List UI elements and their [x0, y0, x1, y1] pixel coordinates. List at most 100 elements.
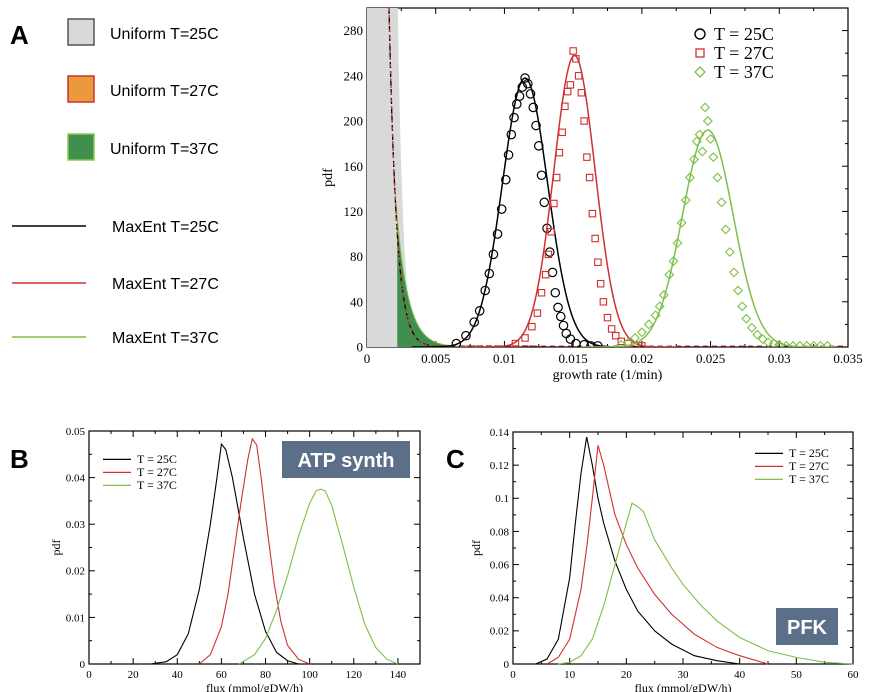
x-tick-label: 0 — [364, 351, 371, 366]
data-point-circle — [506, 129, 517, 140]
x-tick-label: 10 — [564, 669, 576, 681]
data-point-diamond — [752, 329, 763, 340]
legend-label-maxent-25: MaxEnt T=25C — [112, 219, 219, 236]
x-tick-label: 40 — [172, 669, 184, 681]
x-tick-label: 80 — [260, 669, 272, 681]
x-tick-label: 0.03 — [768, 351, 791, 366]
data-point-diamond — [676, 217, 687, 228]
x-tick-label: 0 — [510, 669, 516, 681]
y-axis-label: pdf — [49, 540, 63, 556]
data-point-diamond — [746, 322, 757, 333]
x-axis-label: flux (mmol/gDW/h) — [635, 681, 732, 692]
data-point-diamond — [668, 256, 679, 267]
chart-title: PFK — [787, 617, 828, 639]
data-point-diamond — [650, 310, 661, 321]
data-point-diamond — [774, 339, 785, 347]
x-tick-label: 0.025 — [696, 351, 725, 366]
data-point-circle — [469, 317, 479, 327]
data-point-diamond — [691, 136, 702, 147]
data-point-diamond — [716, 197, 727, 208]
y-tick-label: 0.08 — [490, 526, 510, 538]
data-point-diamond — [643, 319, 654, 330]
legend-label-maxent-37: MaxEnt T=37C — [112, 330, 219, 347]
x-tick-label: 60 — [848, 669, 860, 681]
legend-entry: T = 27C — [714, 43, 774, 63]
y-tick-label: 80 — [350, 249, 363, 264]
data-point-square — [594, 258, 602, 266]
y-tick-label: 120 — [344, 204, 364, 219]
maxent-dashed-curve — [388, 8, 532, 347]
data-point-diamond — [815, 340, 826, 347]
x-tick-label: 20 — [128, 669, 140, 681]
data-point-circle — [451, 338, 462, 347]
y-tick-label: 0.03 — [66, 519, 86, 531]
data-point-diamond — [702, 116, 713, 126]
data-point-circle — [579, 339, 589, 347]
y-tick-label: 0.04 — [490, 593, 510, 605]
data-point-square — [558, 128, 566, 137]
data-point-diamond — [672, 238, 683, 249]
legend-a: Uniform T=25C Uniform T=27C Uniform T=37… — [12, 18, 219, 347]
x-tick-label: 120 — [346, 669, 363, 681]
data-point-square — [591, 234, 599, 243]
data-point-circle — [517, 82, 528, 92]
data-point-circle — [558, 320, 569, 331]
data-point-square — [574, 72, 583, 80]
data-point-square — [511, 339, 520, 347]
legend-swatch-uniform-27 — [67, 75, 95, 103]
data-point-square — [544, 250, 553, 259]
y-tick-label: 160 — [344, 159, 364, 174]
data-point-diamond — [788, 340, 799, 347]
plot-area-a — [367, 8, 848, 347]
data-point-square — [528, 322, 536, 331]
chart-a: 0 0.005 0.01 0.015 0.02 0.025 0.03 0.035 0 40 80 12… — [321, 7, 863, 383]
data-point-square — [555, 148, 564, 157]
data-point-circle — [547, 267, 558, 278]
y-tick-label: 0 — [357, 340, 364, 355]
x-tick-label: 40 — [734, 669, 746, 681]
x-tick-label: 0.015 — [559, 351, 588, 366]
legend-swatch-uniform-25 — [67, 18, 95, 46]
y-tick-label: 240 — [344, 68, 364, 83]
data-point-diamond — [794, 340, 805, 347]
title-box — [776, 608, 838, 645]
panel-label-c: C — [446, 444, 465, 474]
data-point-diamond — [724, 247, 735, 258]
series-line — [198, 437, 310, 665]
y-tick-label: 0.12 — [490, 460, 509, 472]
y-tick-label: 0 — [504, 659, 510, 671]
title-box — [282, 441, 410, 478]
data-point-diamond — [708, 152, 719, 163]
y-tick-label: 0 — [80, 659, 86, 671]
fit-curve — [580, 129, 835, 347]
data-point-circle — [474, 306, 485, 316]
legend-entry: T = 27C — [789, 459, 829, 473]
legend-entry: T = 37C — [714, 62, 774, 82]
chart-b: 0 20 40 60 80 100 120 140 0 0.01 0.02 0.03 0.04 0.05 f… — [49, 426, 421, 692]
data-point-circle — [565, 334, 576, 344]
data-point-diamond — [680, 195, 691, 206]
maxent-dashed-curve — [388, 8, 532, 347]
data-point-diamond — [684, 172, 695, 183]
data-point-diamond — [801, 340, 812, 347]
data-point-diamond — [712, 172, 723, 183]
data-point-diamond — [781, 340, 792, 347]
data-point-circle — [514, 91, 525, 101]
y-tick-label: 0.04 — [66, 472, 86, 484]
data-point-diamond — [664, 269, 675, 280]
data-point-square — [541, 270, 550, 279]
data-point-diamond — [636, 327, 647, 338]
uniform-tail-area — [394, 192, 471, 347]
data-point-diamond — [737, 301, 748, 312]
data-point-square — [566, 81, 575, 89]
data-point-circle — [503, 150, 514, 160]
data-point-square — [596, 279, 605, 288]
x-tick-label: 60 — [216, 669, 228, 681]
data-point-circle — [550, 287, 561, 298]
data-point-circle — [461, 330, 471, 341]
data-point-circle — [533, 141, 544, 151]
y-tick-label: 0.05 — [66, 426, 86, 438]
data-point-square — [599, 298, 608, 306]
series-line — [238, 488, 399, 665]
